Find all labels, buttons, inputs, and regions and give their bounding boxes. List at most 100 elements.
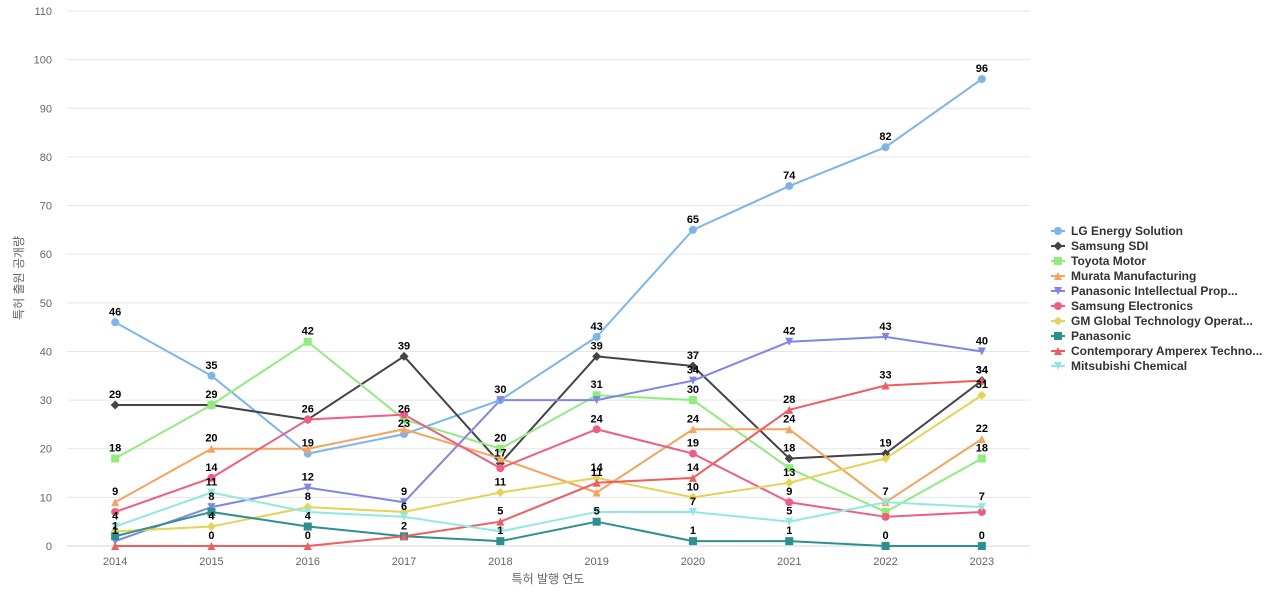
data-point[interactable] xyxy=(977,376,986,385)
data-point[interactable] xyxy=(785,405,794,414)
data-point[interactable] xyxy=(303,542,312,550)
data-point[interactable] xyxy=(688,492,698,502)
data-point[interactable] xyxy=(111,522,120,531)
legend-item[interactable]: Mitsubishi Chemical xyxy=(1051,359,1187,373)
data-point[interactable] xyxy=(303,483,312,492)
data-point[interactable] xyxy=(400,498,409,507)
data-point[interactable] xyxy=(496,396,505,405)
legend-item[interactable]: LG Energy Solution xyxy=(1051,224,1183,238)
data-point[interactable] xyxy=(111,454,120,463)
data-point[interactable] xyxy=(881,381,890,390)
data-point[interactable] xyxy=(303,444,312,453)
data-point[interactable] xyxy=(784,478,794,488)
legend-item[interactable]: Toyota Motor xyxy=(1051,254,1146,268)
data-point[interactable] xyxy=(688,225,697,234)
data-label: 14 xyxy=(687,462,700,474)
data-point[interactable] xyxy=(785,182,794,191)
data-point[interactable] xyxy=(881,332,890,341)
data-point[interactable] xyxy=(592,396,601,405)
data-point[interactable] xyxy=(592,507,601,516)
data-point[interactable] xyxy=(592,478,601,487)
data-point[interactable] xyxy=(881,498,890,507)
data-point[interactable] xyxy=(785,498,794,507)
data-point[interactable] xyxy=(207,488,216,497)
data-point[interactable] xyxy=(688,473,697,482)
data-point[interactable] xyxy=(207,503,216,512)
data-point[interactable] xyxy=(592,391,601,400)
data-point[interactable] xyxy=(303,337,312,346)
data-point[interactable] xyxy=(881,449,891,459)
data-point[interactable] xyxy=(688,425,697,434)
data-point[interactable] xyxy=(400,425,409,434)
data-point[interactable] xyxy=(303,522,312,531)
data-point[interactable] xyxy=(207,371,216,380)
data-point[interactable] xyxy=(881,143,890,152)
data-point[interactable] xyxy=(207,507,216,516)
data-point[interactable] xyxy=(688,396,697,405)
data-point[interactable] xyxy=(977,75,986,84)
data-point[interactable] xyxy=(881,453,891,463)
data-point[interactable] xyxy=(977,542,986,550)
data-point[interactable] xyxy=(496,517,505,526)
data-point[interactable] xyxy=(785,537,794,546)
data-point[interactable] xyxy=(785,464,794,473)
legend-item[interactable]: Samsung Electronics xyxy=(1051,299,1193,313)
data-point[interactable] xyxy=(400,415,409,424)
data-point[interactable] xyxy=(207,542,216,550)
data-point[interactable] xyxy=(977,435,986,443)
data-point[interactable] xyxy=(496,444,505,453)
data-point[interactable] xyxy=(400,512,409,521)
data-point[interactable] xyxy=(688,507,697,516)
data-point[interactable] xyxy=(592,425,601,434)
data-point[interactable] xyxy=(111,542,120,550)
data-point[interactable] xyxy=(592,332,601,341)
data-point[interactable] xyxy=(688,361,698,371)
data-point[interactable] xyxy=(688,449,697,458)
data-point[interactable] xyxy=(206,522,216,532)
data-point[interactable] xyxy=(688,537,697,546)
data-point[interactable] xyxy=(111,507,120,516)
data-point[interactable] xyxy=(881,512,890,521)
data-point[interactable] xyxy=(496,454,505,463)
data-point[interactable] xyxy=(495,488,505,497)
data-point[interactable] xyxy=(784,453,794,463)
data-point[interactable] xyxy=(400,410,409,419)
data-point[interactable] xyxy=(496,537,505,546)
data-point[interactable] xyxy=(207,473,216,482)
data-point[interactable] xyxy=(977,503,986,512)
data-point[interactable] xyxy=(111,532,120,541)
data-point[interactable] xyxy=(977,454,986,463)
legend-item[interactable]: Panasonic Intellectual Prop... xyxy=(1051,284,1238,298)
data-point[interactable] xyxy=(592,473,602,483)
data-point[interactable] xyxy=(785,337,794,346)
data-point[interactable] xyxy=(592,488,601,497)
data-point[interactable] xyxy=(496,464,505,473)
data-point[interactable] xyxy=(303,507,312,516)
data-point[interactable] xyxy=(111,498,120,507)
data-point[interactable] xyxy=(881,542,890,550)
data-point[interactable] xyxy=(399,351,409,361)
legend-item[interactable]: Murata Manufacturing xyxy=(1051,269,1196,283)
data-point[interactable] xyxy=(592,517,601,526)
data-point[interactable] xyxy=(207,400,216,409)
data-point[interactable] xyxy=(785,517,794,526)
legend-label: Contemporary Amperex Techno... xyxy=(1071,344,1262,358)
legend-label: Samsung Electronics xyxy=(1071,299,1193,313)
data-point[interactable] xyxy=(688,376,697,385)
data-point[interactable] xyxy=(207,444,216,453)
data-point[interactable] xyxy=(110,400,120,410)
data-point[interactable] xyxy=(496,527,505,536)
data-point[interactable] xyxy=(111,318,120,327)
data-point[interactable] xyxy=(303,415,312,424)
data-point[interactable] xyxy=(785,425,794,434)
legend-item[interactable]: Panasonic xyxy=(1051,329,1131,343)
data-point[interactable] xyxy=(592,351,602,361)
data-point[interactable] xyxy=(977,507,986,516)
data-point[interactable] xyxy=(881,507,890,516)
legend-item[interactable]: Contemporary Amperex Techno... xyxy=(1051,344,1262,358)
legend-item[interactable]: GM Global Technology Operat... xyxy=(1051,314,1253,328)
data-point[interactable] xyxy=(977,347,986,356)
legend-item[interactable]: Samsung SDI xyxy=(1051,239,1148,253)
data-point[interactable] xyxy=(977,390,987,400)
data-point[interactable] xyxy=(400,532,409,541)
